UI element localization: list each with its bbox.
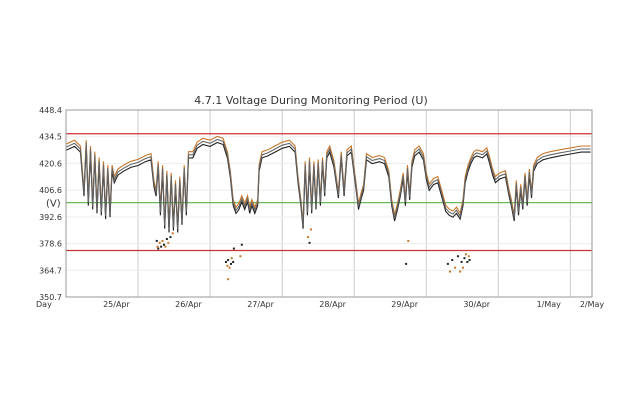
scatter-point [451, 259, 454, 262]
x-tick-label: 1/May [537, 300, 562, 309]
scatter-point [160, 245, 163, 248]
y-tick-label: 420.6 [39, 159, 62, 168]
scatter-point [228, 266, 231, 269]
scatter-point [468, 259, 471, 262]
scatter-point [309, 228, 312, 231]
x-tick-label: 2/May [580, 300, 605, 309]
scatter-point [169, 236, 172, 239]
scatter-layer [155, 228, 471, 281]
scatter-point [460, 260, 463, 263]
scatter-point [405, 262, 408, 265]
x-tick-label: 25/Apr [103, 300, 130, 309]
scatter-point [165, 238, 168, 241]
scatter-point [164, 245, 167, 248]
y-tick-label: 350.7 [39, 293, 62, 302]
scatter-point [456, 255, 459, 258]
scatter-point [230, 257, 233, 260]
scatter-point [466, 260, 469, 263]
y-tick-label: 378.6 [39, 240, 62, 249]
scatter-point [161, 239, 164, 242]
scatter-point [463, 257, 466, 260]
x-tick-label: 26/Apr [175, 300, 202, 309]
x-axis-label: Day [36, 300, 52, 309]
y-tick-label: 364.7 [39, 266, 62, 275]
x-tick-label: 29/Apr [391, 300, 418, 309]
scatter-point [230, 262, 233, 265]
scatter-point [454, 266, 457, 269]
scatter-point [227, 278, 230, 281]
y-tick-label: 406.6 [39, 186, 62, 195]
scatter-point [224, 260, 227, 263]
scatter-point [239, 255, 242, 258]
scatter-point [407, 239, 410, 242]
scatter-point [171, 232, 174, 235]
scatter-point [449, 270, 452, 273]
scatter-point [155, 239, 158, 242]
scatter-point [232, 247, 235, 250]
y-axis-label: (V) [46, 199, 61, 210]
x-tick-labels: 25/Apr 26/Apr 27/Apr 28/Apr 29/Apr 30/Apr 1/Ma… [103, 300, 604, 309]
y-tick-label: 448.4 [39, 106, 62, 115]
reference-lines [66, 133, 592, 252]
x-tick-label: 30/Apr [463, 300, 490, 309]
scatter-point [226, 264, 229, 267]
x-tick-label: 28/Apr [319, 300, 346, 309]
scatter-point [167, 241, 170, 244]
scatter-point [459, 270, 462, 273]
scatter-point [156, 245, 159, 248]
scatter-point [240, 243, 243, 246]
plot-frame [65, 109, 593, 298]
series-main-line [65, 138, 591, 230]
scatter-point [308, 241, 311, 244]
y-tick-label: 392.6 [39, 213, 62, 222]
y-tick-labels: 448.4 434.5 420.6 406.6 392.6 378.6 364.7 350.7 [39, 106, 62, 302]
scatter-point [158, 241, 161, 244]
grid-layer [66, 110, 592, 297]
scatter-point [227, 259, 230, 262]
chart-title: 4.7.1 Voltage During Monitoring Period (… [194, 94, 428, 107]
scatter-point [162, 243, 165, 246]
series-layer [65, 135, 591, 233]
scatter-point [157, 247, 160, 250]
scatter-point [462, 266, 465, 269]
series-max-line [65, 135, 591, 227]
scatter-point [307, 236, 310, 239]
scatter-point [232, 260, 235, 263]
x-tick-label: 27/Apr [247, 300, 274, 309]
scatter-point [467, 255, 470, 258]
y-tick-label: 434.5 [39, 133, 62, 142]
scatter-point [446, 262, 449, 265]
scatter-point [464, 253, 467, 256]
